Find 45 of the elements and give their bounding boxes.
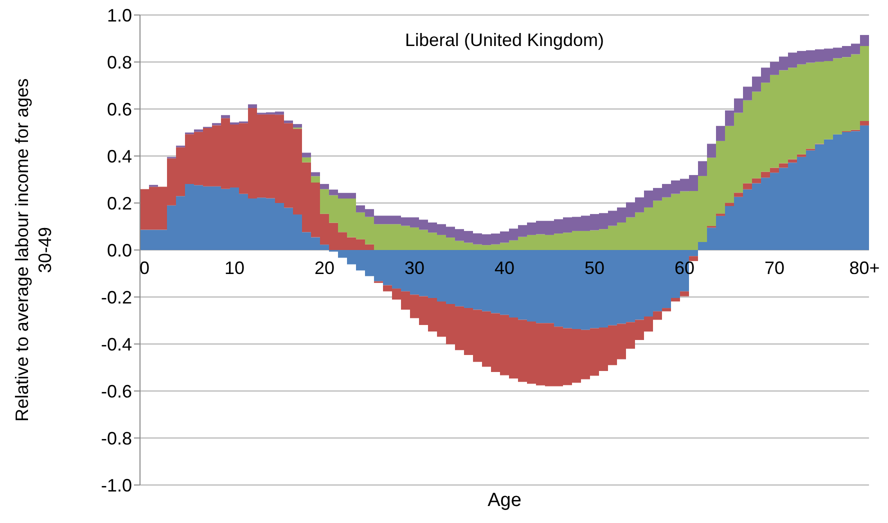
bar <box>788 159 797 163</box>
bar <box>797 154 806 157</box>
bar <box>221 115 230 118</box>
bar <box>293 124 302 128</box>
bar <box>671 298 680 302</box>
y-axis-title: Relative to average labour income for ages 30-49 <box>11 77 56 424</box>
y-tick-label: 0.2 <box>106 193 132 214</box>
bar <box>680 291 689 296</box>
bar <box>707 144 716 158</box>
y-tick-label: 0.6 <box>106 99 132 120</box>
bar <box>284 120 293 124</box>
y-tick-label: 0.8 <box>106 52 132 72</box>
x-tick-label: 80+ <box>849 258 880 278</box>
bar <box>734 192 743 197</box>
y-tick-label: 0.0 <box>106 240 132 260</box>
bar <box>311 172 320 176</box>
bar <box>320 184 329 190</box>
y-tick-label: -0.6 <box>100 381 132 402</box>
bar <box>752 178 761 184</box>
y-tick-label: -1.0 <box>100 475 132 496</box>
x-tick-label: 30 <box>404 258 425 278</box>
y-tick-label: -0.4 <box>100 334 132 354</box>
bar <box>662 308 671 312</box>
bar <box>248 104 257 108</box>
bar <box>743 183 752 190</box>
bar <box>194 129 203 132</box>
x-tick-label: 40 <box>494 258 515 278</box>
x-tick-label: 50 <box>584 258 605 278</box>
bar <box>779 163 788 168</box>
bar <box>302 157 311 162</box>
bar <box>311 176 320 183</box>
bar <box>716 126 725 141</box>
text: Liberal (United Kingdom) <box>404 30 606 51</box>
y-tick-label: -0.2 <box>100 287 132 308</box>
y-tick-label: 1.0 <box>106 5 132 26</box>
x-tick-label: 0 <box>139 258 150 278</box>
bar <box>725 202 734 206</box>
x-tick-label: 20 <box>314 258 335 278</box>
bar <box>302 152 311 158</box>
x-axis-title: Age <box>486 490 522 512</box>
y-tick-label: 0.4 <box>106 146 132 166</box>
x-tick-label: 10 <box>224 258 245 278</box>
bar <box>860 120 869 126</box>
x-tick-label: 70 <box>764 258 785 278</box>
y-tick-label: -0.8 <box>100 428 132 448</box>
